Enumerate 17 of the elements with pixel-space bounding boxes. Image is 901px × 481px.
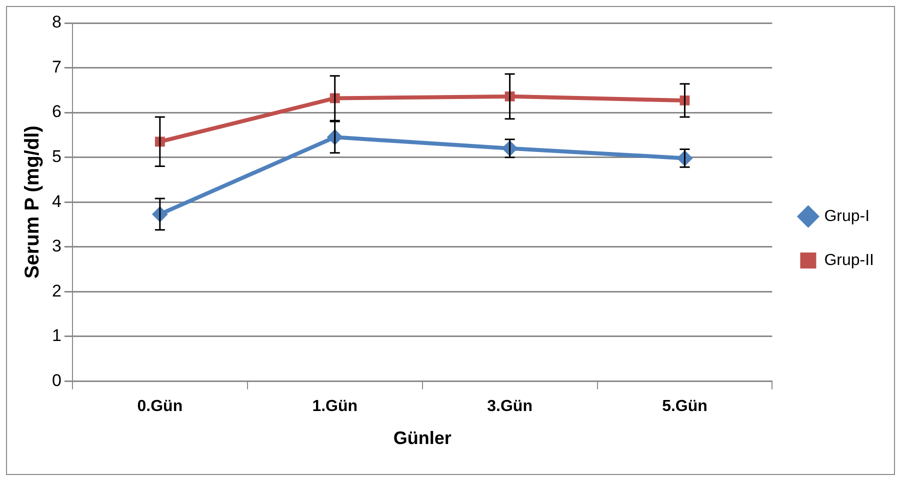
y-tick-label: 8 xyxy=(52,12,62,32)
y-tick-label: 4 xyxy=(52,192,62,211)
x-tick-label: 1.Gün xyxy=(312,398,358,416)
y-tick-label: 6 xyxy=(52,102,62,122)
y-tick-label: 2 xyxy=(52,281,62,300)
x-tick-label: 3.Gün xyxy=(487,398,532,416)
y-tick-label: 7 xyxy=(52,57,62,76)
x-axis-title: Günler xyxy=(393,428,452,448)
y-axis-title: Serum P (mg/dl) xyxy=(22,126,44,279)
x-tick-label: 5.Gün xyxy=(662,398,708,416)
y-tick-label: 1 xyxy=(52,326,62,346)
y-tick-label: 3 xyxy=(52,236,62,256)
x-tick-label: 0.Gün xyxy=(137,398,183,416)
legend-label: Grup-II xyxy=(824,252,874,269)
y-tick-label: 0 xyxy=(52,370,62,390)
legend-label: Grup-I xyxy=(824,208,870,225)
y-tick-label: 5 xyxy=(52,147,62,166)
